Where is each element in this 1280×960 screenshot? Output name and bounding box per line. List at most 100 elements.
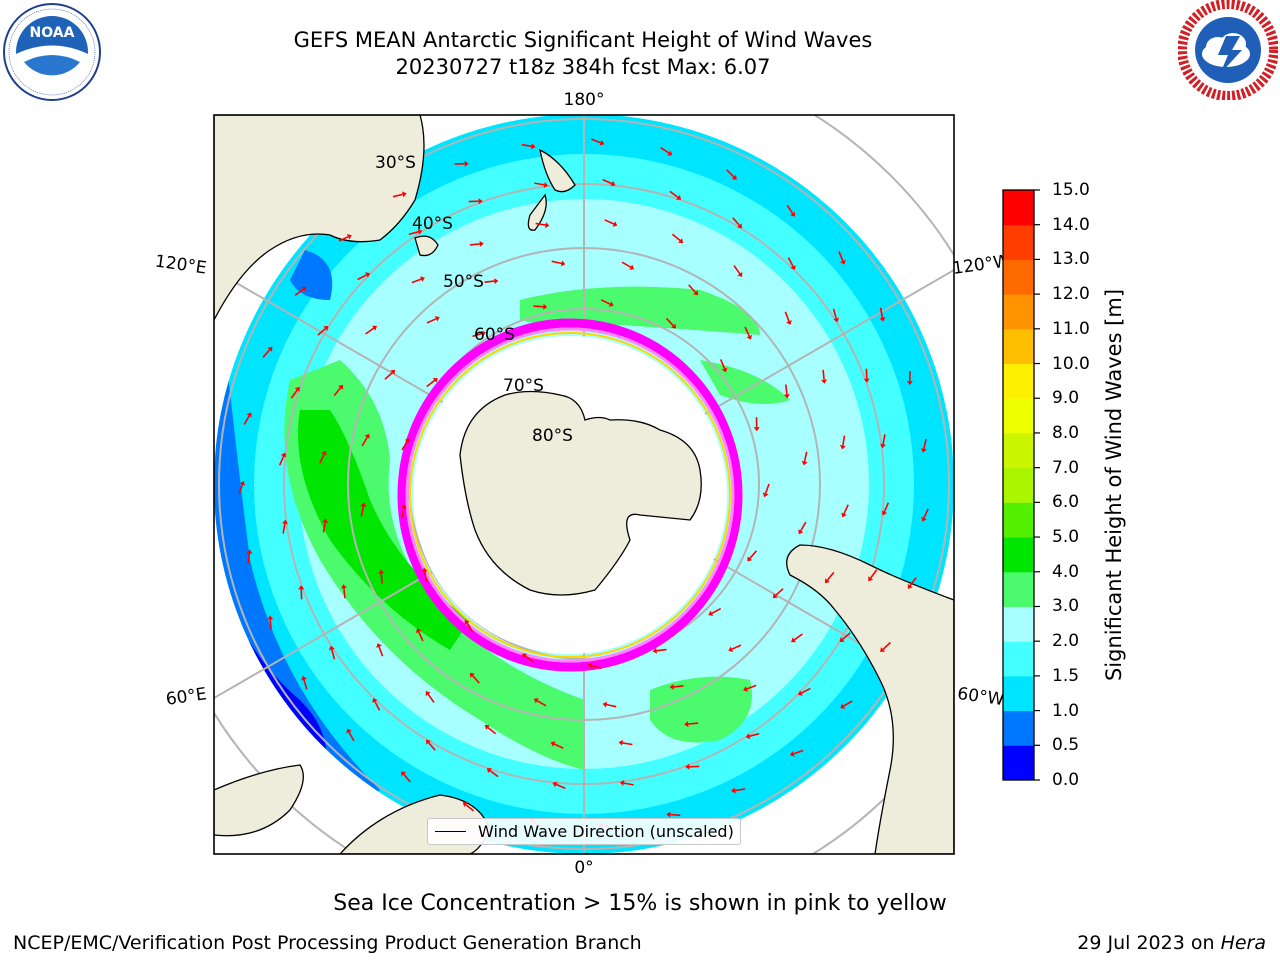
map-legend: Wind Wave Direction (unscaled) [427, 818, 741, 845]
wave-arrow-head [417, 228, 423, 235]
nws-logo [1177, 0, 1279, 101]
wave-arrow-shaft [784, 311, 790, 322]
wave-arrow-head [678, 238, 684, 244]
colorbar-tick-label: 4.0 [1052, 561, 1080, 582]
noaa-logo-text: NOAA [30, 25, 75, 41]
wave-arrow-shaft [357, 274, 367, 281]
wave-arrow-shaft [426, 379, 436, 388]
wave-arrow-shaft [427, 742, 436, 751]
wave-arrow-shaft [282, 523, 286, 534]
colorbar-tick-label: 8.0 [1052, 422, 1080, 443]
legend-text: Wind Wave Direction (unscaled) [478, 822, 734, 841]
colorbar-tick-label: 9.0 [1052, 388, 1080, 409]
colorbar-band [1003, 294, 1034, 330]
colorbar-tick-label: 12.0 [1052, 284, 1090, 305]
wave-arrow-shaft [489, 770, 499, 778]
wave-arrow-shaft [331, 649, 336, 660]
lon-label-120e: 120°E [154, 252, 208, 279]
wave-arrow-head [731, 787, 736, 794]
wave-arrow-head [486, 768, 492, 774]
wave-arrow-head [321, 450, 327, 456]
wave-arrow-shaft [879, 307, 884, 318]
wave-arrow-shaft [403, 773, 411, 783]
wave-arrow-head [346, 728, 352, 734]
wave-arrow-head [840, 703, 846, 709]
colorbar-band [1003, 259, 1034, 295]
wave-arrow-shaft [744, 326, 750, 337]
wave-arrow-shaft [832, 308, 837, 319]
lon-label-180: 180° [564, 90, 605, 110]
wave-arrow-head [338, 384, 344, 390]
wave-arrow-head [340, 584, 347, 589]
wave-arrow-shaft [247, 553, 251, 564]
wave-arrow-head [464, 160, 469, 167]
wave-arrow-shaft [333, 387, 342, 397]
wave-arrow-shaft [688, 284, 696, 293]
wave-arrow-shaft [775, 588, 784, 596]
footer-date-text: 29 Jul 2023 on [1077, 932, 1221, 954]
wave-arrow-shaft [656, 648, 667, 652]
wave-arrow-shaft [521, 143, 532, 148]
wave-arrow-head [378, 569, 385, 574]
footer-host: Hera [1220, 932, 1266, 954]
wave-arrow-head [416, 628, 422, 634]
wave-arrow-head [921, 448, 927, 453]
wave-arrow-shaft [238, 484, 244, 495]
wave-arrow-shaft [378, 646, 384, 657]
colorbar-tick-label: 5.0 [1052, 527, 1080, 548]
wave-arrow-head [425, 691, 431, 696]
colorbar-band [1003, 224, 1034, 260]
wave-arrow-shaft [733, 265, 741, 275]
colorbar-band [1003, 571, 1034, 607]
wave-arrow-head [301, 675, 307, 681]
wave-arrow-shaft [838, 251, 844, 262]
colorbar-tick-label: 3.0 [1052, 596, 1080, 617]
colorbar-tick-label: 10.0 [1052, 353, 1090, 374]
colorbar-band [1003, 328, 1034, 365]
wave-arrow-head [462, 802, 468, 807]
wave-arrow-head [550, 741, 556, 747]
wave-arrow-head [543, 182, 549, 188]
wave-arrow-shaft [842, 632, 851, 641]
footer-credit: NCEP/EMC/Verification Post Processing Pr… [13, 932, 642, 954]
wave-arrow-shaft [466, 622, 474, 633]
wave-arrow-head [840, 259, 846, 265]
wave-arrow-head [667, 150, 673, 156]
wave-arrow-shaft [303, 679, 308, 690]
wave-arrow-head [684, 721, 689, 728]
wave-arrow-head [618, 739, 623, 746]
wave-arrow-shaft [591, 138, 601, 144]
wave-arrow-head [906, 381, 913, 386]
wave-arrow-head [246, 549, 253, 554]
wave-arrow-shaft [361, 436, 368, 447]
wave-arrow-shaft [803, 451, 808, 462]
wave-arrow-shaft [749, 732, 760, 737]
colorbar-tick-label: 0.5 [1052, 735, 1080, 756]
wave-arrow-head [346, 234, 352, 240]
wave-arrow-shaft [411, 278, 422, 284]
wave-arrow-head [246, 412, 252, 418]
wave-arrow-shaft [882, 434, 886, 445]
wave-arrow-shaft [746, 684, 757, 690]
wave-arrow-head [786, 320, 792, 325]
wave-arrow-shaft [278, 455, 285, 466]
wave-arrow-head [560, 260, 566, 267]
wave-arrow-head [619, 780, 625, 786]
sea-ice-note: Sea Ice Concentration > 15% is shown in … [333, 891, 947, 916]
wave-arrow-head [434, 316, 440, 322]
wave-arrow-shaft [923, 508, 929, 519]
wave-arrow-shaft [408, 231, 419, 236]
wave-arrow-head [599, 139, 605, 146]
wave-arrow-head [301, 286, 307, 292]
wave-arrow-shaft [883, 502, 890, 513]
wave-arrow-shaft [591, 664, 602, 669]
wave-arrow-head [280, 452, 287, 458]
colorbar-band [1003, 363, 1034, 399]
wave-arrow-shaft [842, 435, 846, 446]
wave-arrow-shaft [870, 569, 878, 579]
wave-arrow-head [372, 325, 377, 331]
lat-label-50s: 50°S [443, 272, 484, 292]
wave-arrow-head [372, 698, 378, 703]
wave-arrow-shaft [826, 571, 835, 581]
